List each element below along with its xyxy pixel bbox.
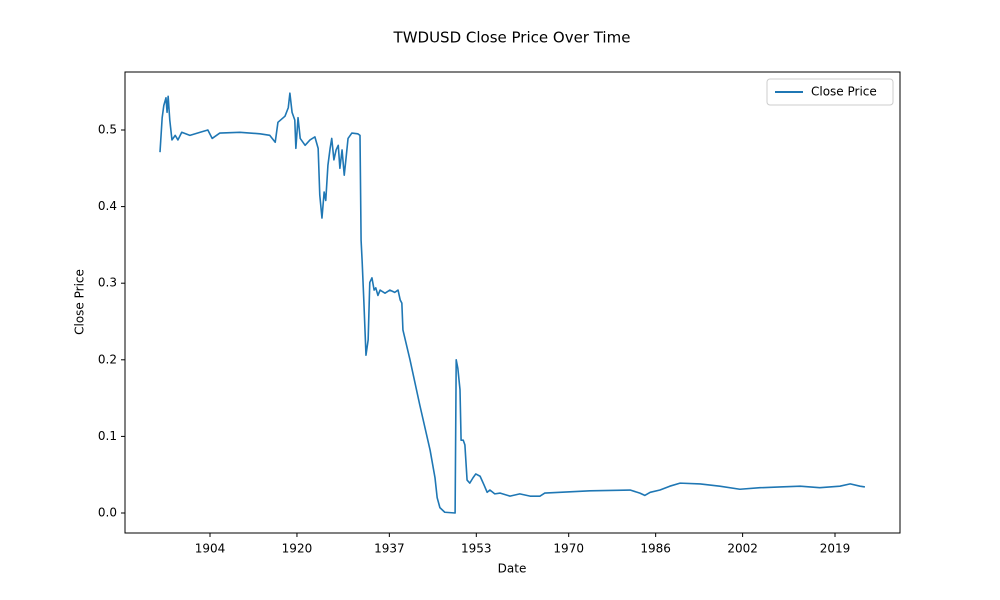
- y-tick-label: 0.3: [98, 276, 117, 290]
- x-tick-label: 2019: [820, 542, 851, 556]
- y-tick-label: 0.1: [98, 429, 117, 443]
- x-tick-label: 1937: [374, 542, 405, 556]
- y-tick-label: 0.5: [98, 122, 117, 136]
- plot-frame: [124, 71, 901, 534]
- x-tick-label: 1953: [461, 542, 492, 556]
- x-tick-label: 1904: [195, 542, 226, 556]
- y-tick-label: 0.0: [98, 506, 117, 520]
- y-axis-label: Close Price: [73, 269, 87, 335]
- x-tick-label: 1970: [553, 542, 584, 556]
- data-line: [159, 92, 866, 514]
- x-tick-label: 2002: [727, 542, 758, 556]
- x-tick-label: 1920: [282, 542, 313, 556]
- legend-box: [766, 78, 894, 106]
- x-axis-label: Date: [498, 562, 527, 576]
- x-tick-label: 1986: [640, 542, 671, 556]
- y-tick-label: 0.2: [98, 352, 117, 366]
- y-tick-label: 0.4: [98, 199, 117, 213]
- chart-title: TWDUSD Close Price Over Time: [393, 29, 631, 47]
- legend-label: Close Price: [811, 85, 877, 99]
